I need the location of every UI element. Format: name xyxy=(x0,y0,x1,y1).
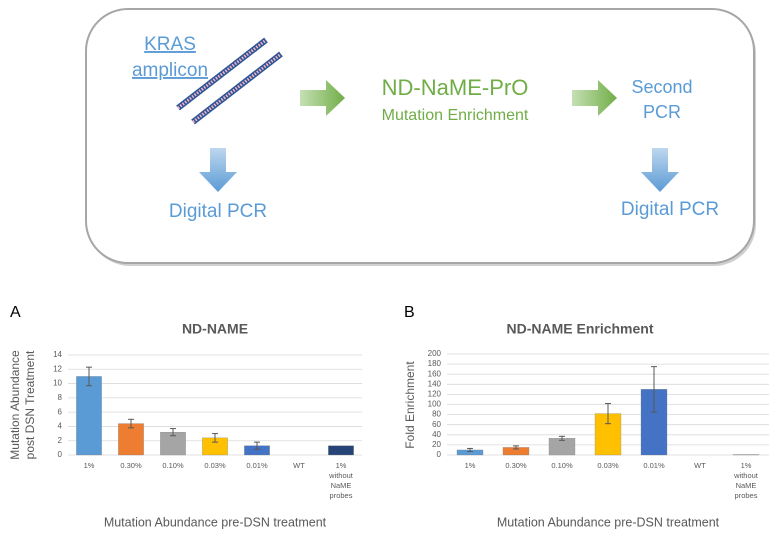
y-tick-label: 14 xyxy=(53,350,62,359)
x-tick-label: 0.03% xyxy=(204,461,226,470)
error-bar xyxy=(651,366,657,413)
diagram: KRAS amplicon ND-NaME-PrO Mutation Enric… xyxy=(85,8,756,266)
y-tick-label: 2 xyxy=(58,436,63,445)
method-subtitle: Mutation Enrichment xyxy=(382,107,529,124)
dna-strands xyxy=(176,37,283,125)
chart-title: ND-NAME xyxy=(182,321,248,337)
x-tick-label: WT xyxy=(694,461,706,470)
y-tick-label: 4 xyxy=(58,422,63,431)
y-axis-label: Mutation Abundance xyxy=(8,350,22,460)
y-tick-label: 80 xyxy=(432,410,441,419)
step-label: PCR xyxy=(643,102,681,122)
y-tick-label: 140 xyxy=(428,379,442,388)
panel-label: A xyxy=(10,304,21,321)
chart-title: ND-NAME Enrichment xyxy=(506,321,653,337)
y-tick-label: 200 xyxy=(428,349,442,358)
error-bar xyxy=(559,435,565,441)
readout-label: Digital PCR xyxy=(621,199,719,220)
y-tick-label: 0 xyxy=(58,450,63,459)
y-axis-label: post DSN Treatment xyxy=(23,350,37,459)
x-tick-label: 0.10% xyxy=(551,461,573,470)
step-label: Second xyxy=(631,77,692,97)
y-tick-label: 120 xyxy=(428,390,442,399)
error-bar xyxy=(513,445,519,450)
x-tick-label: 1% xyxy=(465,461,476,470)
bar xyxy=(732,454,760,456)
error-bar xyxy=(605,402,611,425)
arrow xyxy=(300,80,345,116)
x-tick-label: 0.30% xyxy=(505,461,527,470)
x-tick-label: 0.03% xyxy=(597,461,619,470)
y-tick-label: 180 xyxy=(428,359,442,368)
method-title: ND-NaME-PrO xyxy=(382,75,529,100)
readout-label: Digital PCR xyxy=(169,201,267,222)
x-tick-label: 0.01% xyxy=(643,461,665,470)
x-tick-label: WT xyxy=(293,461,305,470)
error-bar xyxy=(467,447,473,452)
x-tick-label: 0.10% xyxy=(162,461,184,470)
error-bar xyxy=(86,366,92,387)
y-tick-label: 8 xyxy=(58,393,63,402)
y-tick-label: 160 xyxy=(428,369,442,378)
arrow xyxy=(641,148,679,192)
bar xyxy=(76,376,102,456)
error-bar xyxy=(212,433,218,443)
error-bar xyxy=(170,428,176,437)
y-tick-label: 6 xyxy=(58,407,63,416)
input-label: amplicon xyxy=(132,60,208,81)
x-tick-label: 0.01% xyxy=(246,461,268,470)
input-label: KRAS xyxy=(144,34,196,55)
error-bar xyxy=(254,441,260,450)
panel-label: B xyxy=(404,304,415,321)
x-axis-label: Mutation Abundance pre-DSN treatment xyxy=(104,515,327,529)
y-tick-label: 60 xyxy=(432,420,441,429)
y-tick-label: 0 xyxy=(437,450,442,459)
arrow xyxy=(199,148,237,192)
x-axis-label: Mutation Abundance pre-DSN treatment xyxy=(497,515,720,529)
error-bar xyxy=(128,418,134,429)
y-tick-label: 10 xyxy=(53,379,62,388)
bar xyxy=(328,445,354,456)
y-tick-label: 100 xyxy=(428,400,442,409)
y-tick-label: 20 xyxy=(432,440,441,449)
y-tick-label: 12 xyxy=(53,364,62,373)
x-tick-label: 0.30% xyxy=(120,461,142,470)
y-tick-label: 40 xyxy=(432,430,441,439)
x-tick-label: 1% xyxy=(84,461,95,470)
x-tick-label: 1% without NaME probes xyxy=(328,461,354,500)
x-tick-label: 1% without NaME probes xyxy=(733,461,759,500)
arrow xyxy=(572,80,617,116)
y-axis-label: Fold Enrichment xyxy=(403,361,417,449)
